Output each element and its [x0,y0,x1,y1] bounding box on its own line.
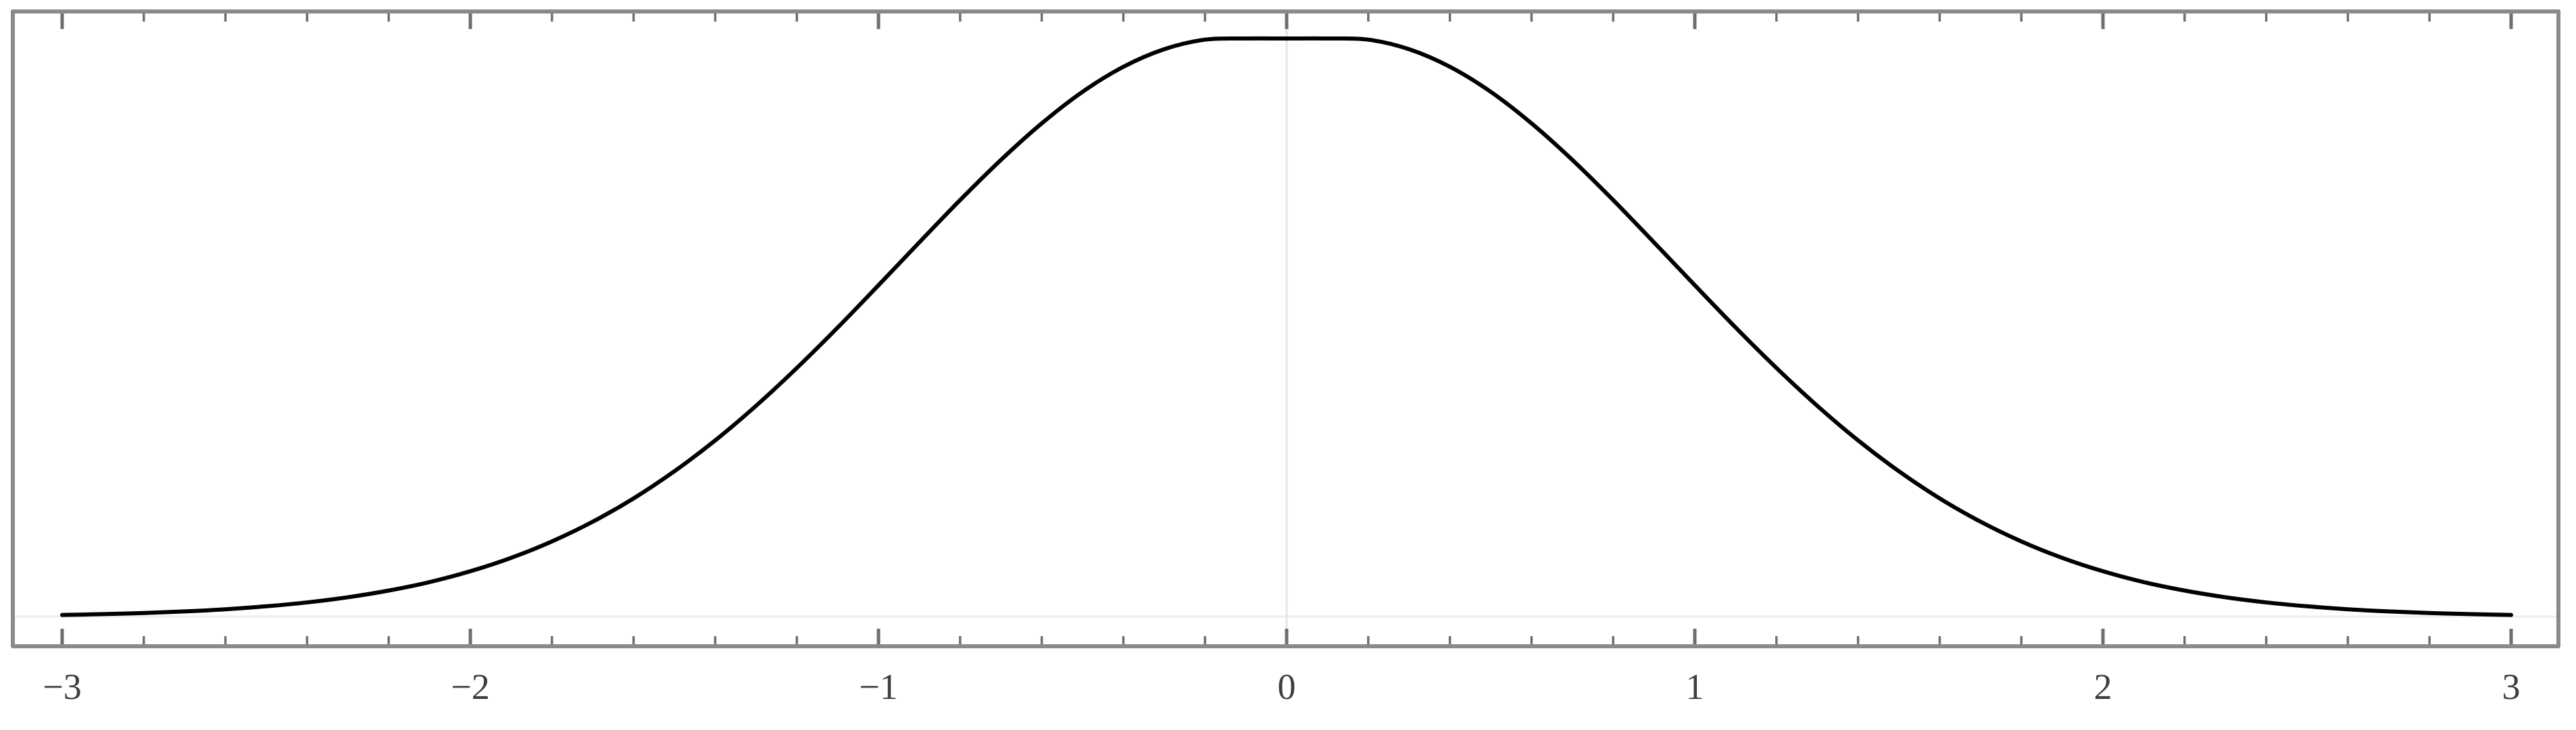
axis-major-ticks [60,11,2513,646]
plot-frame [11,9,2560,648]
gridlines [11,10,2560,647]
data-series-group [60,36,2513,617]
series-line-gaussian-density [60,36,2513,617]
